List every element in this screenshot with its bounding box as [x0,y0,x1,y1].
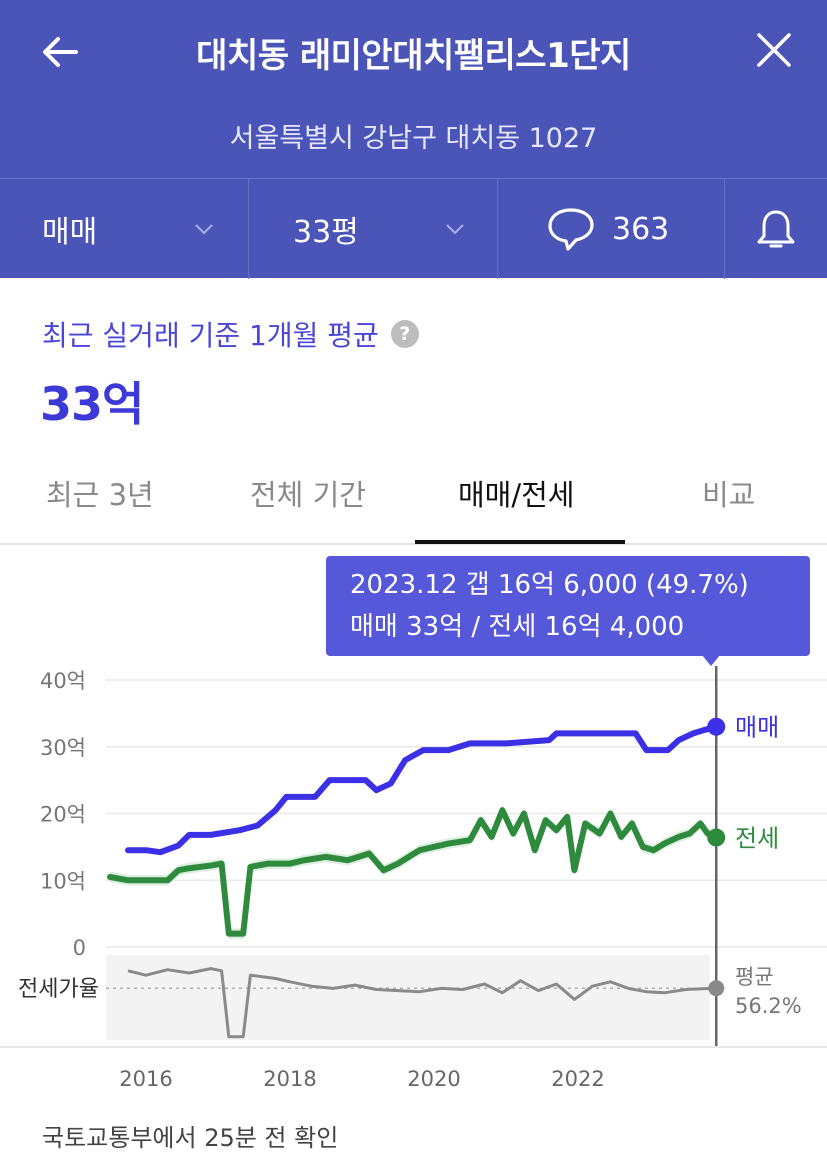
period-tabs: 최근 3년 전체 기간 매매/전세 비교 [0,450,827,545]
tab-recent-3y[interactable]: 최근 3년 [46,478,154,512]
sale-price-line [125,723,720,856]
y-tick-label: 40억 [40,669,86,693]
ratio-average-value: 56.2% [735,994,802,1018]
y-tick-label: 0 [73,936,86,960]
jeonse-ratio-line [127,967,717,1039]
active-tab-indicator [415,540,625,544]
average-price: 33억 [40,377,144,431]
ratio-end-point [708,980,725,997]
bell-icon [757,210,795,248]
size-select[interactable]: 33평 [249,179,497,279]
jeonse-range-band [110,804,717,939]
ratio-average-label: 평균 [735,965,774,989]
ratio-band [106,955,710,1040]
tab-compare[interactable]: 비교 [702,478,756,512]
data-source-note: 국토교통부에서 25분 전 확인 [42,1124,339,1152]
chart-tooltip: 2023.12 갭 16억 6,000 (49.7%) 매매 33억 / 전세 … [326,556,810,656]
tooltip-arrow [702,655,720,666]
ratio-axis-label: 전세가율 [18,977,99,1002]
jeonse-series-label: 전세 [735,825,779,853]
tab-sale-jeonse[interactable]: 매매/전세 [458,478,575,512]
sale-series-label: 매매 [735,714,779,742]
divider [0,1046,827,1048]
page-title: 대치동 래미안대치팰리스1단지 [196,36,631,76]
address: 서울특별시 강남구 대치동 1027 [229,123,598,154]
average-label: 최근 실거래 기준 1개월 평균 ? [42,314,419,354]
close-icon[interactable] [750,26,798,74]
deal-type-select[interactable]: 매매 [0,179,248,279]
y-tick-label: 10억 [40,869,86,893]
x-tick-label: 2022 [551,1067,604,1091]
speech-bubble-icon [548,208,594,251]
average-label-text: 최근 실거래 기준 1개월 평균 [42,319,379,352]
x-tick-label: 2016 [119,1067,172,1091]
sale-end-point [707,717,726,736]
comment-count: 363 [612,211,670,247]
header: 대치동 래미안대치팰리스1단지 서울특별시 강남구 대치동 1027 매매 33… [0,0,827,279]
tooltip-line1: 2023.12 갭 16억 6,000 (49.7%) [350,570,749,600]
arrow-left-icon[interactable] [36,28,84,76]
tab-all-period[interactable]: 전체 기간 [250,478,366,512]
chevron-down-icon [446,224,464,235]
jeonse-end-point [707,828,726,847]
tooltip-line2: 매매 33억 / 전세 16억 4,000 [350,612,685,642]
y-tick-label: 20억 [40,803,86,827]
size-label: 33평 [293,215,359,250]
x-tick-label: 2020 [407,1067,460,1091]
x-tick-label: 2018 [263,1067,316,1091]
jeonse-price-line [107,807,720,937]
alarm-button[interactable] [725,179,827,279]
deal-type-label: 매매 [42,215,98,250]
filter-bar: 매매 33평 363 [0,178,827,279]
y-tick-label: 30억 [40,736,86,760]
question-icon[interactable]: ? [390,320,419,348]
chevron-down-icon [195,224,213,235]
comments-button[interactable]: 363 [498,179,724,279]
